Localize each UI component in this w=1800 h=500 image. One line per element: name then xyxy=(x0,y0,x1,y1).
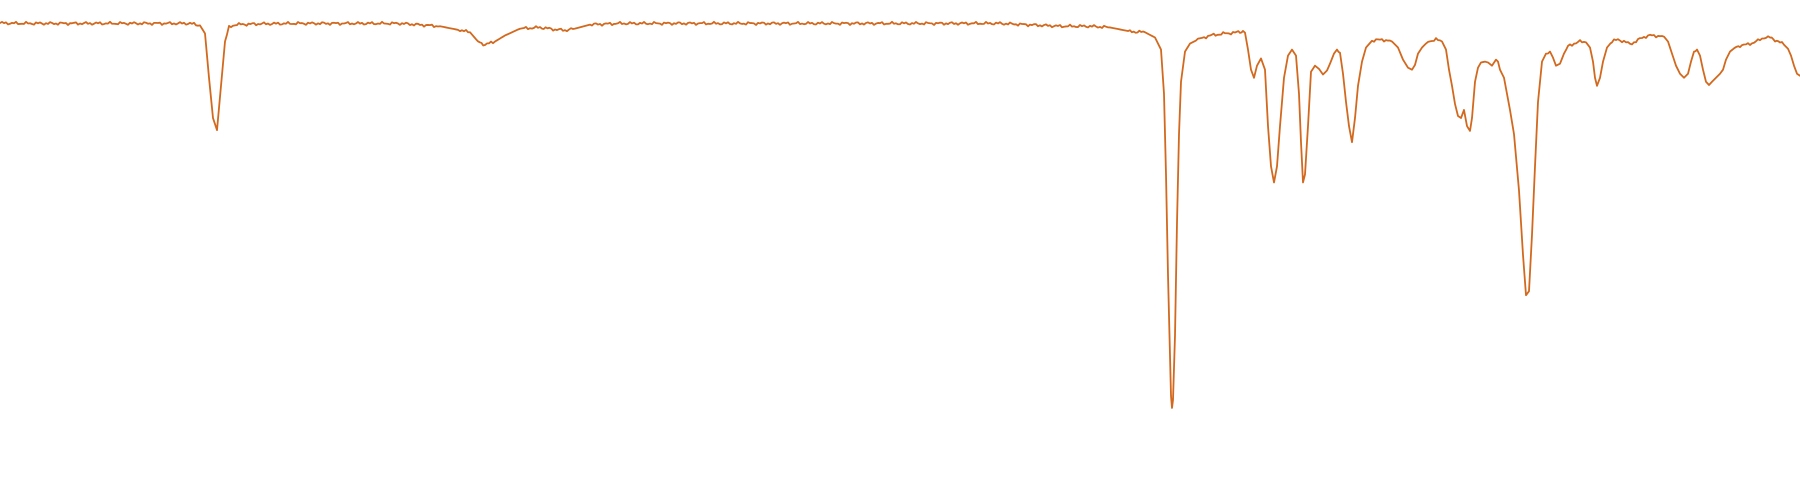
series-line xyxy=(0,20,1800,409)
